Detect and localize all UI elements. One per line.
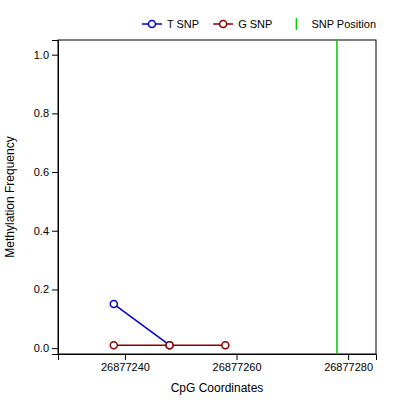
tick-mark: [52, 231, 58, 232]
legend-item: SNP Position: [296, 18, 376, 30]
tick: 1.0: [34, 49, 58, 61]
chart: 26877240 26877260 26877280 0.0 0.2 0.4 0.6 0.8 1…: [0, 0, 400, 400]
tick-label: 0.8: [34, 107, 49, 119]
legend-label: T SNP: [167, 18, 199, 30]
tick: 0.6: [34, 166, 58, 178]
tick-mark: [52, 55, 58, 56]
tick-mark: [125, 354, 126, 360]
tick: 0.0: [34, 342, 58, 354]
tick-mark: [52, 289, 58, 290]
y-axis: 0.0 0.2 0.4 0.6 0.8 1.0: [34, 41, 59, 355]
legend-marker: [220, 21, 227, 28]
tick: 0.2: [34, 283, 58, 295]
axis-domain: [59, 355, 377, 361]
tick-label: 26877280: [324, 361, 373, 373]
reference-line: [336, 40, 338, 354]
tick-mark: [52, 172, 58, 173]
tick-label: 1.0: [34, 49, 49, 61]
point: [222, 342, 229, 349]
legend-item: T SNP: [142, 18, 199, 30]
tick-mark: [52, 348, 58, 349]
tick-mark: [52, 113, 58, 114]
y-axis-title: Methylation Frequency: [3, 136, 17, 257]
legend-label: G SNP: [238, 18, 272, 30]
point: [110, 301, 117, 308]
legend-swatch: [296, 18, 298, 30]
legend-marker: [148, 21, 155, 28]
legend: T SNP G SNP SNP Position: [142, 18, 376, 30]
legend-label: SNP Position: [311, 18, 376, 30]
legend-item: G SNP: [213, 18, 272, 30]
tick: 26877240: [101, 354, 150, 373]
tick-label: 0.0: [34, 342, 49, 354]
x-axis: 26877240 26877260 26877280: [59, 354, 377, 373]
point: [166, 342, 173, 349]
tick: 26877280: [324, 354, 373, 373]
tick-mark: [237, 354, 238, 360]
tick-label: 0.2: [34, 283, 49, 295]
tick-label: 26877240: [101, 361, 150, 373]
data-marks: [110, 40, 337, 354]
plot-frame: [58, 40, 376, 354]
tick-label: 0.6: [34, 166, 49, 178]
point: [166, 342, 173, 349]
tick: 0.8: [34, 107, 58, 119]
tick-label: 0.4: [34, 225, 49, 237]
series-line: [114, 304, 170, 345]
point: [110, 342, 117, 349]
plot: 26877240 26877260 26877280 0.0 0.2 0.4 0.6 0.8 1…: [34, 40, 377, 373]
tick-mark: [348, 354, 349, 360]
tick-label: 26877260: [213, 361, 262, 373]
x-axis-title: CpG Coordinates: [171, 381, 264, 395]
tick: 0.4: [34, 225, 58, 237]
tick: 26877260: [213, 354, 262, 373]
